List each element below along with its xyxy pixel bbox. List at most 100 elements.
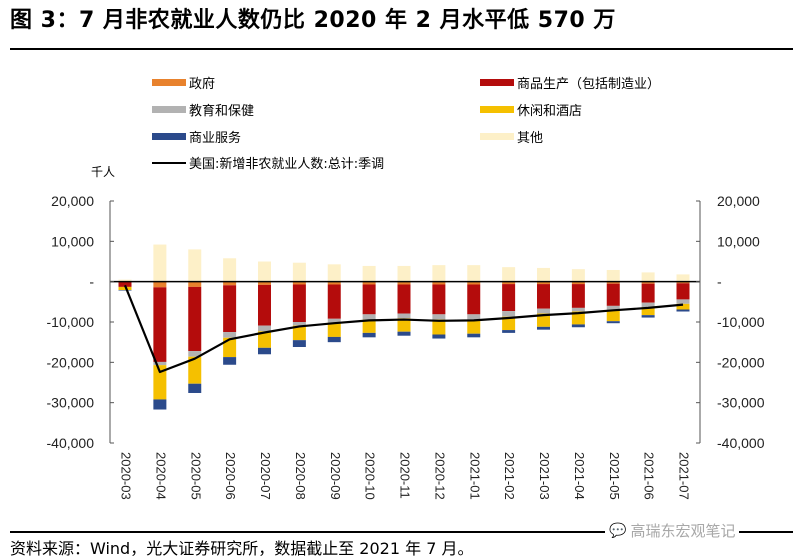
bar-segment-2020-10-s2 — [363, 314, 376, 319]
bar-segment-2020-11-s1 — [398, 284, 411, 313]
bar-segment-2021-07-s1 — [677, 283, 690, 299]
y-tick-right-label: -10,000 — [717, 314, 765, 330]
bar-segment-2020-09-s1 — [328, 284, 341, 318]
y-tick-left-label: -10,000 — [47, 314, 95, 330]
y-tick-left-label: -20,000 — [47, 354, 95, 370]
bar-segment-2020-05-s5 — [188, 249, 201, 281]
bar-segment-2021-06-s1 — [642, 284, 655, 303]
bar-segment-2020-05-s1 — [188, 287, 201, 351]
x-tick-label: 2020-12 — [432, 452, 447, 500]
bar-segment-2020-11-s5 — [398, 266, 411, 282]
bar-segment-2020-07-s2 — [258, 326, 271, 332]
source-note: 资料来源：Wind，光大证券研究所，数据截止至 2021 年 7 月。 — [10, 535, 473, 559]
bar-segment-2021-05-s3 — [607, 310, 620, 321]
bar-segment-2020-12-s2 — [432, 314, 445, 319]
bar-segment-2020-12-s1 — [432, 284, 445, 314]
bar-segment-2020-11-s2 — [398, 314, 411, 319]
y-tick-right-label: 20,000 — [717, 193, 760, 209]
bar-segment-2020-08-s1 — [293, 284, 306, 322]
x-tick-label: 2020-07 — [258, 452, 273, 500]
bar-segment-2021-06-s4 — [642, 315, 655, 317]
bar-segment-2020-08-s4 — [293, 340, 306, 347]
bar-segment-2021-07-s2 — [677, 299, 690, 303]
y-tick-right-label: - — [717, 274, 722, 290]
x-tick-label: 2020-04 — [153, 452, 168, 500]
bar-segment-2020-09-s4 — [328, 337, 341, 342]
bar-layer — [119, 245, 690, 410]
bar-segment-2020-12-s5 — [432, 265, 445, 282]
y-tick-right-label: -30,000 — [717, 395, 765, 411]
bar-segment-2021-07-s4 — [677, 309, 690, 311]
bar-segment-2020-04-s5 — [153, 245, 166, 282]
bar-segment-2021-05-s5 — [607, 270, 620, 282]
x-tick-label: 2021-03 — [537, 452, 552, 500]
bar-segment-2021-03-s5 — [537, 268, 550, 282]
y-tick-left-label: -40,000 — [47, 435, 95, 451]
watermark-text: 高瑞东宏观笔记 — [630, 520, 735, 541]
x-tick-label: 2020-08 — [293, 452, 308, 500]
bar-segment-2021-01-s2 — [467, 314, 480, 319]
y-tick-right-label: -20,000 — [717, 354, 765, 370]
bar-segment-2021-05-s1 — [607, 284, 620, 306]
bar-segment-2020-10-s4 — [363, 333, 376, 337]
bar-segment-2020-05-s4 — [188, 384, 201, 393]
bar-segment-2021-05-s4 — [607, 321, 620, 323]
x-tick-label: 2021-01 — [467, 452, 482, 500]
bar-segment-2021-03-s2 — [537, 309, 550, 314]
bar-segment-2020-10-s5 — [363, 266, 376, 282]
bar-segment-2020-05-s0 — [188, 282, 201, 287]
bar-segment-2020-07-s4 — [258, 348, 271, 354]
bar-segment-2021-04-s5 — [572, 269, 585, 282]
bar-segment-2021-04-s1 — [572, 284, 585, 308]
x-tick-label: 2021-02 — [502, 452, 517, 500]
bar-segment-2020-06-s1 — [223, 285, 236, 332]
bar-segment-2020-04-s4 — [153, 399, 166, 409]
bar-segment-2021-02-s2 — [502, 311, 515, 317]
bar-segment-2021-04-s2 — [572, 308, 585, 312]
bar-segment-2020-12-s4 — [432, 335, 445, 339]
bar-segment-2021-03-s1 — [537, 284, 550, 309]
bar-segment-2021-02-s1 — [502, 284, 515, 311]
x-tick-label: 2020-09 — [328, 452, 343, 500]
bar-segment-2021-01-s1 — [467, 284, 480, 314]
bar-segment-2020-04-s0 — [153, 282, 166, 288]
bar-segment-2020-09-s3 — [328, 323, 341, 337]
x-tick-label: 2021-05 — [607, 452, 622, 500]
x-tick-label: 2020-03 — [119, 452, 134, 500]
y-axis-left-ticks: 20,000 10,000 - -10,000 -20,000 -30,000 -40,00… — [47, 193, 114, 451]
bar-segment-2021-04-s4 — [572, 324, 585, 327]
bar-segment-2021-01-s4 — [467, 334, 480, 338]
bar-segment-2020-06-s4 — [223, 357, 236, 365]
bar-segment-2020-07-s1 — [258, 285, 271, 326]
watermark: 💬 高瑞东宏观笔记 — [605, 520, 739, 541]
bar-segment-2020-09-s5 — [328, 264, 341, 281]
bar-segment-2020-06-s2 — [223, 332, 236, 338]
bar-segment-2020-04-s1 — [153, 287, 166, 362]
y-axis-right-ticks: 20,000 10,000 - -10,000 -20,000 -30,000 -40,00… — [696, 193, 765, 451]
x-tick-label: 2021-06 — [642, 452, 657, 500]
x-tick-label: 2020-05 — [188, 452, 203, 500]
bar-segment-2021-07-s5 — [677, 274, 690, 281]
bar-segment-2021-02-s4 — [502, 330, 515, 333]
y-tick-left-label: - — [89, 274, 94, 290]
x-tick-label: 2020-06 — [223, 452, 238, 500]
y-tick-left-label: -30,000 — [47, 395, 95, 411]
bar-segment-2021-01-s5 — [467, 265, 480, 282]
bar-segment-2020-10-s1 — [363, 284, 376, 314]
bar-segment-2021-02-s5 — [502, 267, 515, 282]
bar-segment-2020-11-s4 — [398, 332, 411, 336]
y-tick-left-label: 20,000 — [51, 193, 94, 209]
bar-segment-2020-03-s4 — [119, 290, 132, 291]
y-tick-left-label: 10,000 — [51, 233, 94, 249]
bar-segment-2020-07-s5 — [258, 262, 271, 282]
wechat-icon: 💬 — [609, 523, 626, 539]
x-axis-ticks: 2020-03 2020-04 2020-05 2020-06 2020-07 2020-… — [119, 452, 692, 500]
bar-segment-2021-03-s4 — [537, 327, 550, 330]
x-tick-label: 2020-11 — [398, 452, 413, 499]
x-tick-label: 2021-04 — [572, 452, 587, 500]
y-tick-right-label: 10,000 — [717, 233, 760, 249]
y-tick-right-label: -40,000 — [717, 435, 765, 451]
bar-segment-2020-06-s5 — [223, 258, 236, 281]
x-tick-label: 2021-07 — [677, 452, 692, 500]
